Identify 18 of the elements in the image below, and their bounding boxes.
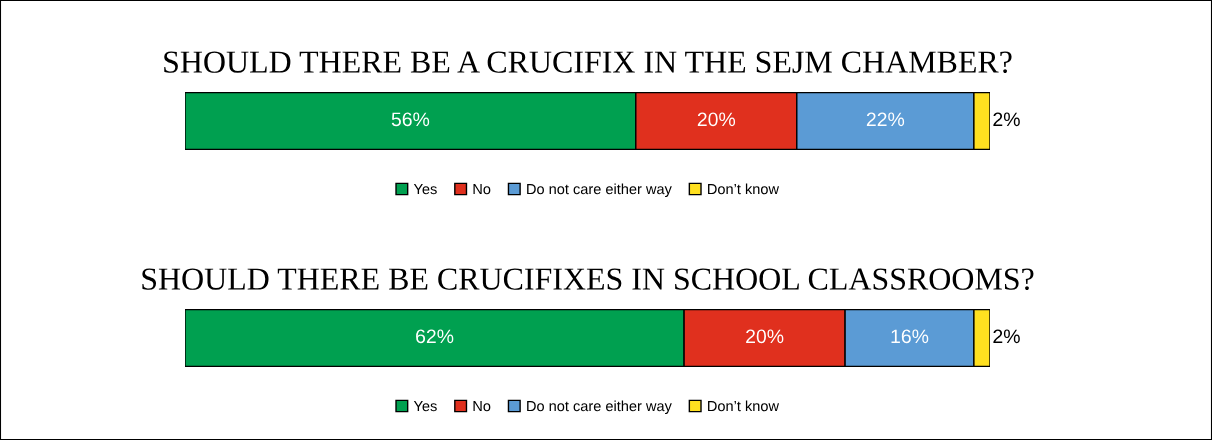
- data-label: 2%: [993, 112, 1020, 127]
- legend-label: Do not care either way: [527, 183, 672, 198]
- data-label: 16%: [891, 329, 929, 344]
- legend-label: Yes: [413, 184, 437, 195]
- data-label: 20%: [697, 112, 736, 127]
- data-label: 62%: [416, 329, 454, 344]
- legend-label: No: [473, 184, 491, 195]
- legend-label: Yes: [413, 401, 437, 412]
- legend-label: Don’t know: [708, 183, 780, 195]
- legend-label: Do not care either way: [527, 400, 672, 415]
- data-label: 2%: [993, 329, 1020, 344]
- data-label: 56%: [391, 112, 430, 127]
- data-label: 20%: [746, 329, 784, 344]
- legend-label: No: [473, 401, 491, 412]
- legend-label: Don’t know: [708, 400, 780, 412]
- chart-title: SHOULD THERE BE A CRUCIFIX IN THE SEJM CHAMBER?: [164, 51, 1012, 74]
- chart-title: SHOULD THERE BE CRUCIFIXES IN SCHOOL CLASSROOMS?: [142, 268, 1034, 291]
- data-label: 22%: [866, 112, 905, 127]
